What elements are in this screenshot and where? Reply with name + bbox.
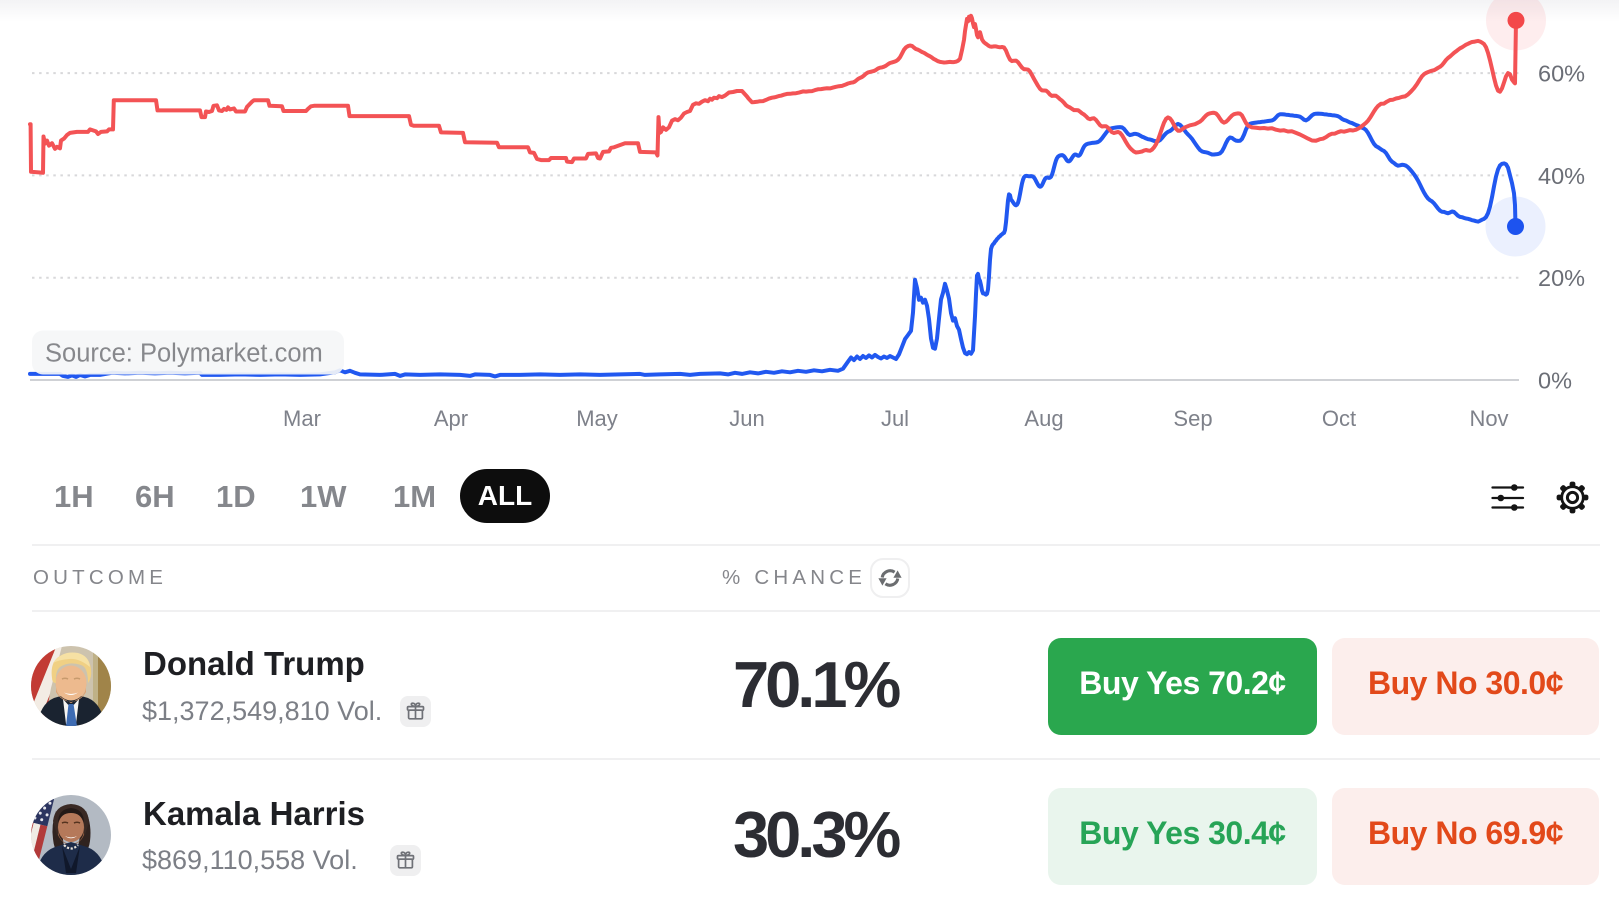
- svg-text:Nov: Nov: [1469, 406, 1508, 431]
- svg-text:Apr: Apr: [434, 406, 468, 431]
- svg-text:Mar: Mar: [283, 406, 321, 431]
- svg-text:0%: 0%: [1538, 368, 1572, 394]
- svg-text:60%: 60%: [1538, 61, 1585, 87]
- svg-text:20%: 20%: [1538, 265, 1585, 291]
- svg-text:Jun: Jun: [729, 406, 764, 431]
- svg-text:40%: 40%: [1538, 163, 1585, 189]
- svg-text:Oct: Oct: [1322, 406, 1356, 431]
- svg-text:Sep: Sep: [1173, 406, 1212, 431]
- svg-text:Jul: Jul: [881, 406, 909, 431]
- svg-text:Aug: Aug: [1024, 406, 1063, 431]
- svg-text:May: May: [576, 406, 618, 431]
- svg-text:Source: Polymarket.com: Source: Polymarket.com: [45, 340, 323, 368]
